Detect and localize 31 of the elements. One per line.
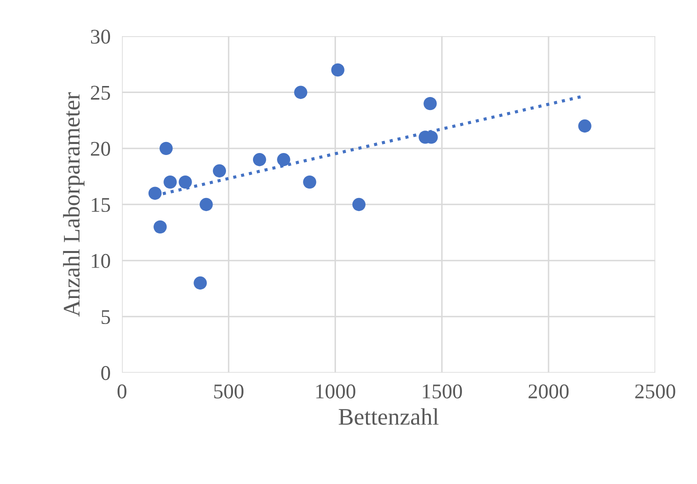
point — [200, 198, 213, 212]
point — [178, 175, 192, 189]
point — [160, 142, 173, 156]
x-axis-title: Bettenzahl — [338, 408, 439, 425]
y-tick-label: 20 — [90, 142, 110, 156]
y-axis-title: Anzahl Laborparameter — [63, 92, 84, 317]
point — [303, 175, 316, 189]
point — [148, 186, 162, 200]
point — [164, 175, 177, 189]
point — [277, 153, 290, 166]
y-tick-label: 10 — [92, 254, 110, 268]
y-tick-label: 5 — [102, 310, 110, 324]
point — [331, 63, 344, 77]
point — [154, 220, 167, 234]
y-tick-label: 25 — [90, 86, 110, 100]
y-tick-label: 30 — [91, 30, 110, 44]
x-tick-label: 2000 — [528, 384, 569, 398]
x-tick-label: 2500 — [635, 384, 676, 398]
point — [252, 153, 266, 166]
x-tick-label: 500 — [214, 384, 244, 398]
y-tick-label: 0 — [101, 366, 110, 380]
point — [352, 198, 366, 212]
point — [212, 164, 226, 178]
point — [194, 276, 207, 290]
x-tick-label: 0 — [118, 384, 126, 398]
x-tick-label: 1000 — [316, 384, 356, 398]
x-tick-label: 1500 — [422, 384, 462, 398]
point — [578, 119, 592, 133]
point — [294, 86, 308, 99]
y-tick-label: 15 — [92, 198, 110, 212]
point — [424, 96, 437, 110]
